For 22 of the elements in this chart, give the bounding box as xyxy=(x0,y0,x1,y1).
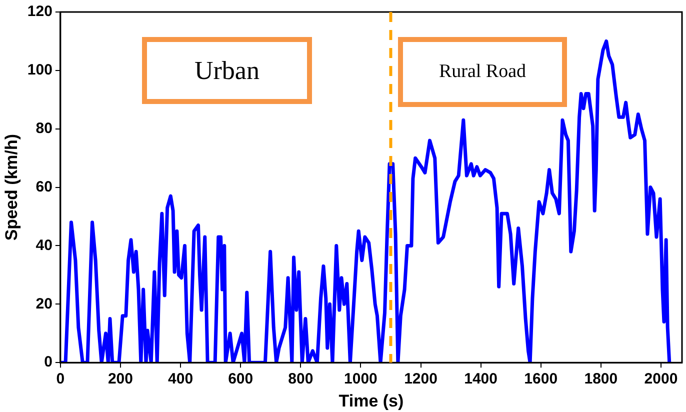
x-tick-label: 400 xyxy=(168,370,194,388)
x-tick-label: 1400 xyxy=(464,370,498,388)
x-tick-label: 200 xyxy=(108,370,133,388)
y-tick-label: 120 xyxy=(27,3,52,20)
x-tick-label: 0 xyxy=(56,370,65,388)
label-frame: Rural Road xyxy=(398,37,567,107)
y-tick-label: 60 xyxy=(36,178,52,196)
x-tick-label: 2000 xyxy=(644,370,678,388)
x-tick-label: 1200 xyxy=(404,370,438,388)
x-tick-label: 800 xyxy=(288,370,314,388)
label-frame: Urban xyxy=(142,37,312,104)
y-tick-label: 100 xyxy=(27,62,52,79)
y-tick-label: 80 xyxy=(36,120,52,138)
x-axis-title: Time (s) xyxy=(338,391,404,410)
x-tick-label: 1800 xyxy=(584,370,618,388)
x-tick-label: 1600 xyxy=(524,370,558,388)
y-tick-label: 40 xyxy=(36,236,52,254)
y-tick-label: 20 xyxy=(36,295,52,312)
y-tick-label: 0 xyxy=(44,354,52,371)
x-tick-label: 600 xyxy=(228,370,254,388)
x-tick-label: 1000 xyxy=(344,370,378,388)
y-axis-title: Speed (km/h) xyxy=(2,134,21,241)
